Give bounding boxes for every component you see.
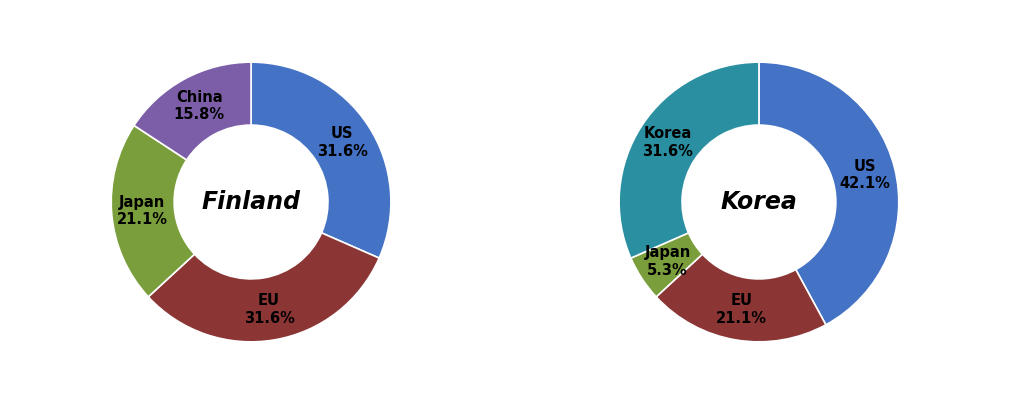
Text: Japan
21.1%: Japan 21.1%: [117, 195, 168, 227]
Text: EU
21.1%: EU 21.1%: [716, 293, 767, 326]
Text: US
31.6%: US 31.6%: [317, 126, 368, 158]
Text: US
42.1%: US 42.1%: [839, 159, 890, 191]
Wedge shape: [656, 254, 826, 342]
Text: Japan
5.3%: Japan 5.3%: [644, 246, 691, 278]
Wedge shape: [631, 233, 702, 297]
Wedge shape: [619, 62, 759, 258]
Wedge shape: [134, 62, 251, 160]
Text: Korea: Korea: [720, 190, 797, 214]
Wedge shape: [148, 233, 379, 342]
Wedge shape: [251, 62, 391, 258]
Text: Korea
31.6%: Korea 31.6%: [642, 126, 693, 158]
Text: EU
31.6%: EU 31.6%: [243, 293, 295, 326]
Wedge shape: [111, 126, 195, 297]
Text: Finland: Finland: [202, 190, 301, 214]
Wedge shape: [759, 62, 899, 325]
Text: China
15.8%: China 15.8%: [174, 90, 224, 122]
